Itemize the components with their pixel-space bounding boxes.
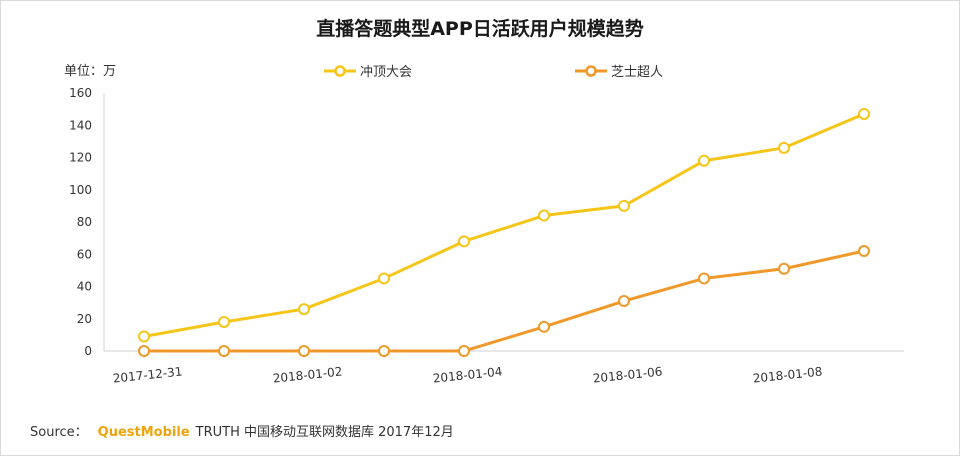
x-tick-label: 2018-01-08 — [752, 364, 823, 385]
y-tick-label: 80 — [77, 215, 92, 229]
y-tick-label: 160 — [69, 86, 92, 100]
data-point — [298, 303, 310, 316]
y-tick-label: 40 — [77, 280, 92, 294]
source-brand: QuestMobile — [97, 425, 190, 440]
data-point — [218, 345, 230, 357]
y-tick-label: 100 — [69, 183, 92, 197]
y-tick-label: 140 — [69, 118, 92, 132]
source-prefix: Source： — [30, 425, 88, 440]
data-point — [458, 235, 470, 248]
data-point — [618, 199, 630, 212]
data-point — [378, 345, 390, 357]
legend-label-2: 芝士超人 — [611, 65, 664, 80]
data-point — [138, 345, 150, 357]
data-point — [698, 154, 710, 167]
chart-title: 直播答题典型APP日活跃用户规模趋势 — [316, 18, 644, 40]
x-tick-label: 2018-01-02 — [272, 364, 343, 385]
data-point — [458, 345, 470, 357]
y-tick-label: 20 — [77, 312, 92, 326]
data-point — [218, 315, 230, 328]
data-point — [538, 320, 550, 333]
data-point — [698, 272, 710, 285]
legend-item-2: 芝士超人 — [575, 61, 663, 80]
series-line-1 — [143, 112, 865, 338]
series-line-2 — [144, 249, 865, 353]
source-text: TRUTH 中国移动互联网数据库 2017年12月 — [195, 425, 454, 440]
legend-label-1: 冲顶大会 — [360, 65, 413, 80]
x-tick-label: 2017-12-31 — [112, 364, 183, 385]
data-point — [538, 209, 550, 222]
legend-line-marker-1 — [324, 64, 356, 77]
x-tick-label: 2018-01-06 — [592, 364, 663, 385]
data-point — [138, 330, 150, 343]
data-point — [298, 345, 310, 357]
data-point — [618, 295, 630, 308]
data-point — [858, 245, 870, 258]
unit-label: 单位：万 — [64, 64, 117, 79]
y-tick-label: 60 — [77, 247, 92, 261]
data-point — [778, 262, 790, 275]
y-tick-label: 120 — [69, 151, 92, 165]
data-point — [858, 107, 870, 120]
x-tick-label: 2018-01-04 — [432, 364, 503, 385]
data-point — [778, 141, 790, 154]
legend-line-marker-2 — [575, 64, 607, 77]
source-note: Source： QuestMobile TRUTH 中国移动互联网数据库 2017年… — [30, 421, 454, 440]
legend-item-1: 冲顶大会 — [324, 61, 412, 80]
data-point — [378, 272, 390, 285]
y-tick-label: 0 — [84, 344, 92, 358]
